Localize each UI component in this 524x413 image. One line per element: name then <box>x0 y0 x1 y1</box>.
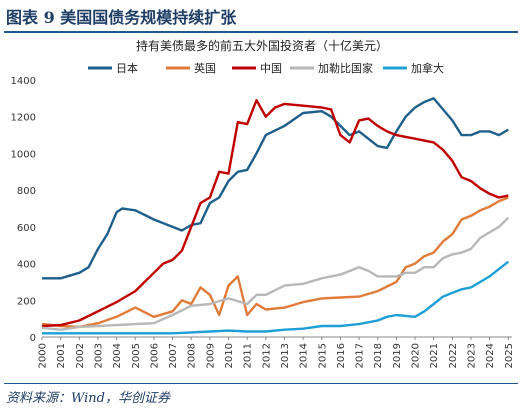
series-line <box>41 98 509 328</box>
x-tick-label: 2012 <box>261 343 272 368</box>
x-tick-label: 2025 <box>504 343 515 368</box>
x-tick-label: 2019 <box>392 343 403 368</box>
footer-divider <box>4 383 518 384</box>
x-tick-label: 2024 <box>485 343 496 368</box>
x-tick-label: 2022 <box>448 343 459 368</box>
y-tick-label: 600 <box>17 223 36 234</box>
figure-title: 图表 9 美国国债务规模持续扩张 <box>6 8 237 27</box>
x-tick-label: 2017 <box>355 343 366 368</box>
y-tick-label: 200 <box>17 296 36 307</box>
x-tick-label: 2004 <box>112 343 123 368</box>
x-tick-label: 2001 <box>56 343 67 368</box>
legend-label: 日本 <box>116 61 138 75</box>
x-tick-label: 2018 <box>373 343 384 368</box>
x-axis: 2000 2001 2002 2003 2004 2005 2006 2007 2008 2009… <box>38 337 515 368</box>
chart-title: 持有美债最多的前五大外国投资者（十亿美元） <box>136 38 388 53</box>
x-tick-label: 2000 <box>38 343 49 368</box>
legend-label: 加勒比国家 <box>318 61 373 75</box>
series-line <box>42 260 510 335</box>
legend-label: 加拿大 <box>411 61 444 75</box>
x-tick-label: 2007 <box>168 343 179 368</box>
x-tick-label: 2016 <box>336 343 347 368</box>
legend-label: 英国 <box>194 61 216 75</box>
x-tick-label: 2011 <box>243 343 254 368</box>
source-note: 资料来源：Wind，华创证券 <box>6 391 170 406</box>
y-tick-label: 800 <box>17 186 36 197</box>
x-tick-label: 2008 <box>187 343 198 368</box>
legend-label: 中国 <box>260 62 282 75</box>
series-lines <box>41 97 510 335</box>
y-tick-label: 1400 <box>11 76 36 87</box>
x-tick-label: 2020 <box>411 343 422 368</box>
x-tick-label: 2010 <box>224 343 235 368</box>
x-tick-label: 2023 <box>466 343 477 368</box>
y-tick-label: 0 <box>30 333 36 344</box>
x-tick-label: 2013 <box>280 343 291 368</box>
y-axis: 0 200 400 600 800 1000 1200 1400 <box>11 76 512 344</box>
y-tick-label: 1200 <box>11 113 36 124</box>
x-tick-label: 2014 <box>299 343 310 368</box>
x-tick-label: 2021 <box>429 343 440 368</box>
title-divider <box>4 31 518 33</box>
x-tick-label: 2015 <box>317 343 328 368</box>
legend: 日本 英国 中国 加勒比国家 加拿大 <box>88 61 444 75</box>
series-line <box>41 216 510 331</box>
x-tick-label: 2003 <box>93 343 104 368</box>
x-tick-label: 2006 <box>149 343 160 368</box>
x-tick-label: 2005 <box>131 343 142 368</box>
y-tick-label: 1000 <box>11 149 36 160</box>
x-tick-label: 2009 <box>205 343 216 368</box>
chart-area: 持有美债最多的前五大外国投资者（十亿美元） 日本 英国 中国 加勒比国家 加拿大 020… <box>11 38 515 368</box>
y-tick-label: 400 <box>17 260 36 271</box>
series-line <box>42 97 509 280</box>
series-line <box>41 196 509 329</box>
x-tick-label: 2002 <box>75 343 86 368</box>
